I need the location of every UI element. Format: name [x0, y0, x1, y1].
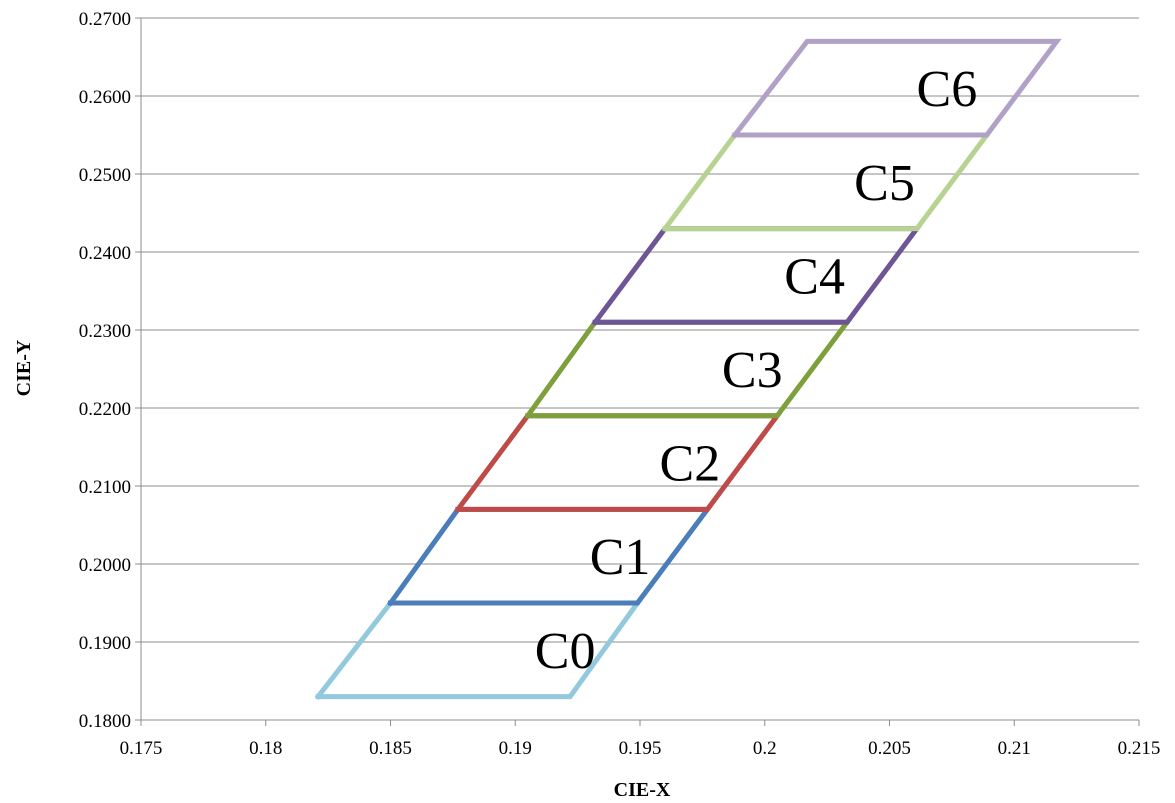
axes — [135, 17, 1140, 726]
bin-polygons — [314, 38, 1062, 701]
x-tick-label: 0.215 — [1118, 738, 1161, 759]
series-c1-outline — [387, 506, 713, 607]
x-tick-label: 0.175 — [120, 738, 163, 759]
y-axis-title: CIE-Y — [13, 339, 35, 396]
x-tick-label: 0.205 — [868, 738, 911, 759]
y-tick-label: 0.2600 — [79, 87, 131, 108]
y-tick-label: 0.2300 — [79, 321, 131, 342]
x-tick-label: 0.18 — [249, 738, 282, 759]
bin-label-c3: C3 — [722, 342, 783, 399]
tick-labels: 0.1800 0.1900 0.2000 0.2100 0.2200 0.2300 0.24… — [79, 9, 1161, 759]
y-tick-label: 0.2700 — [79, 9, 131, 30]
bin-label-c0: C0 — [535, 623, 596, 680]
y-tick-label: 0.1900 — [79, 633, 131, 654]
x-tick-label: 0.185 — [369, 738, 412, 759]
y-tick-label: 0.2100 — [79, 477, 131, 498]
x-axis-title: CIE-X — [614, 779, 671, 801]
bin-label-c5: C5 — [854, 155, 915, 212]
gridlines — [141, 17, 1139, 643]
y-tick-label: 0.2200 — [79, 399, 131, 420]
y-tick-label: 0.2000 — [79, 555, 131, 576]
x-tick-label: 0.195 — [619, 738, 662, 759]
x-tick-label: 0.19 — [499, 738, 532, 759]
series-c4-outline — [591, 226, 922, 326]
bin-label-c2: C2 — [660, 436, 721, 493]
bin-label-c6: C6 — [917, 61, 978, 118]
series-c5-outline — [661, 132, 992, 233]
series-c2-outline — [454, 413, 783, 513]
y-tick-label: 0.2500 — [79, 165, 131, 186]
bin-label-c4: C4 — [784, 248, 845, 305]
x-tick-label: 0.2 — [753, 738, 777, 759]
series-c3-outline — [524, 319, 853, 420]
x-tick-label: 0.21 — [998, 738, 1031, 759]
series-c6-outline — [731, 38, 1062, 139]
y-tick-label: 0.1800 — [79, 711, 131, 732]
bin-label-c1: C1 — [590, 529, 651, 586]
y-tick-label: 0.2400 — [79, 243, 131, 264]
